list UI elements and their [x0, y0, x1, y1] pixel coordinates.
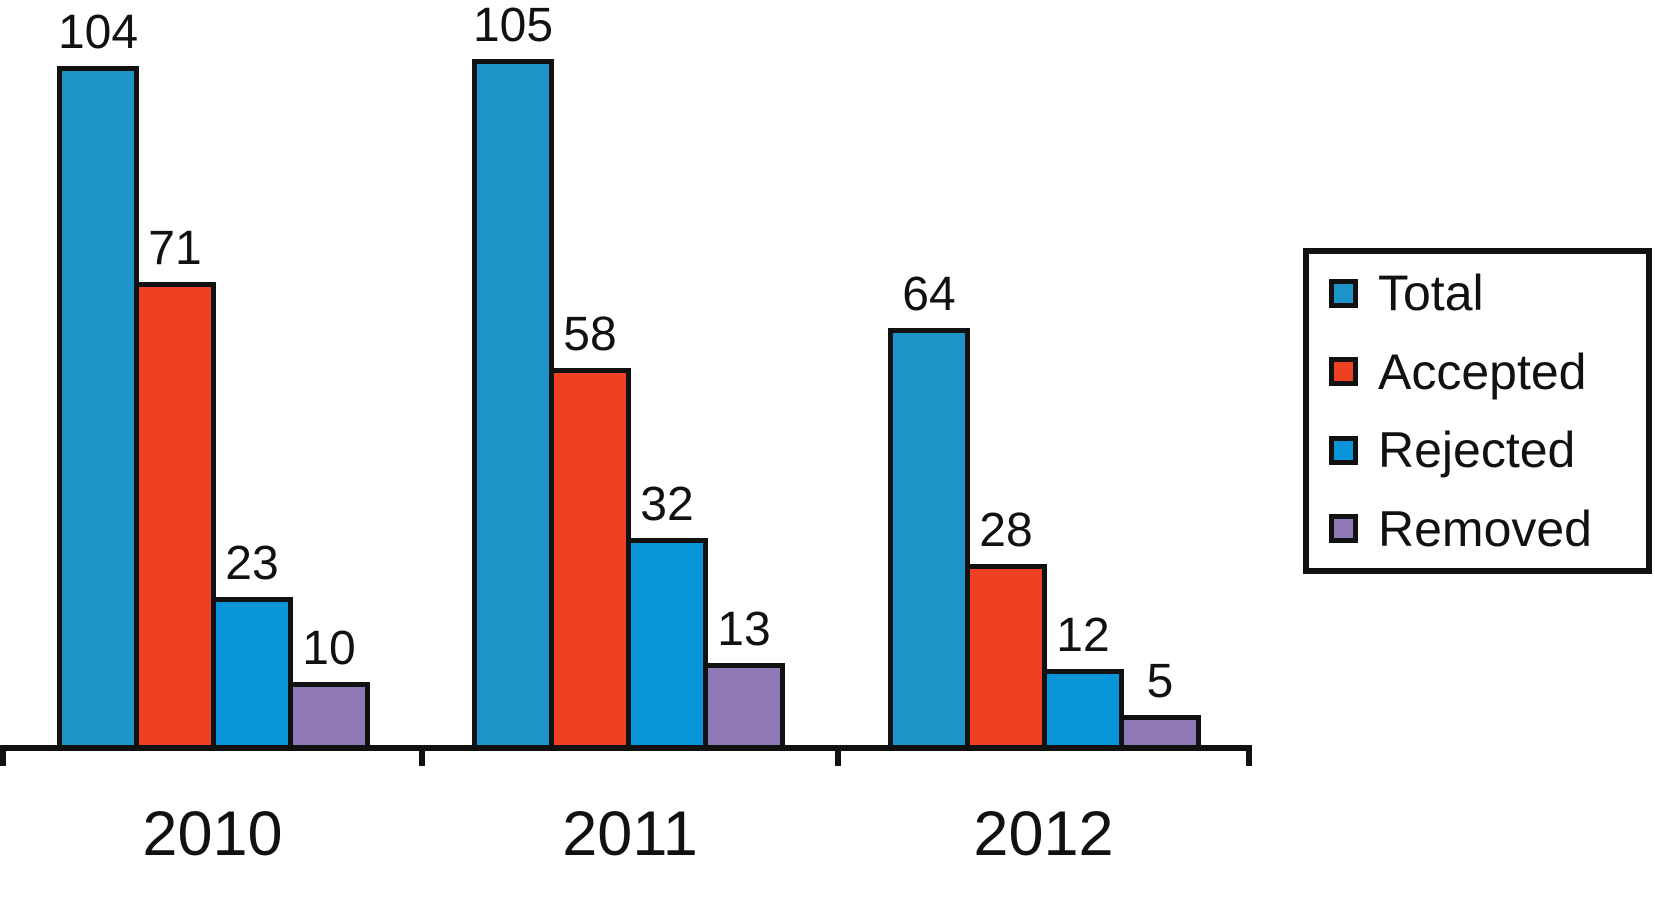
category-label: 2011 — [562, 799, 698, 869]
bar-value-label: 5 — [1146, 655, 1174, 708]
bar — [888, 328, 970, 751]
bar-value-label: 64 — [902, 268, 956, 321]
legend-label: Accepted — [1378, 343, 1587, 400]
bar — [626, 538, 708, 751]
legend-label: Removed — [1378, 500, 1592, 557]
bar — [57, 66, 139, 751]
bar-value-label: 104 — [57, 6, 139, 59]
bar — [965, 564, 1047, 751]
axis-tick — [419, 745, 425, 766]
x-axis — [0, 745, 1252, 751]
category-label: 2010 — [142, 799, 283, 869]
legend-swatch — [1329, 435, 1358, 465]
axis-tick — [0, 745, 6, 766]
bar-value-label: 13 — [717, 603, 771, 656]
bar-value-label: 32 — [640, 478, 694, 531]
legend-label: Total — [1378, 265, 1484, 322]
bar-value-label: 23 — [225, 537, 279, 590]
bar-value-label: 28 — [979, 504, 1033, 557]
legend: Total Accepted Rejected Removed — [1303, 248, 1652, 574]
bar — [134, 282, 216, 751]
bar-value-label: 105 — [472, 0, 554, 52]
bar-value-label: 12 — [1056, 609, 1110, 662]
bar — [288, 682, 370, 751]
bar-value-label: 71 — [148, 222, 202, 275]
bar-value-label: 10 — [302, 622, 356, 675]
bar — [1042, 669, 1124, 751]
legend-item: Rejected — [1329, 424, 1646, 476]
legend-swatch — [1329, 514, 1358, 544]
legend-label: Rejected — [1378, 422, 1576, 479]
legend-item: Total — [1329, 267, 1646, 319]
legend-item: Removed — [1329, 503, 1646, 555]
category-label: 2012 — [973, 799, 1114, 869]
bar — [703, 663, 785, 751]
legend-item: Accepted — [1329, 346, 1646, 398]
bar-value-label: 58 — [563, 308, 617, 361]
legend-swatch — [1329, 357, 1358, 387]
bar — [211, 597, 293, 751]
axis-tick — [1246, 745, 1252, 766]
bar — [472, 59, 554, 751]
axis-tick — [835, 745, 841, 766]
bar — [549, 368, 631, 751]
legend-swatch — [1329, 278, 1358, 308]
